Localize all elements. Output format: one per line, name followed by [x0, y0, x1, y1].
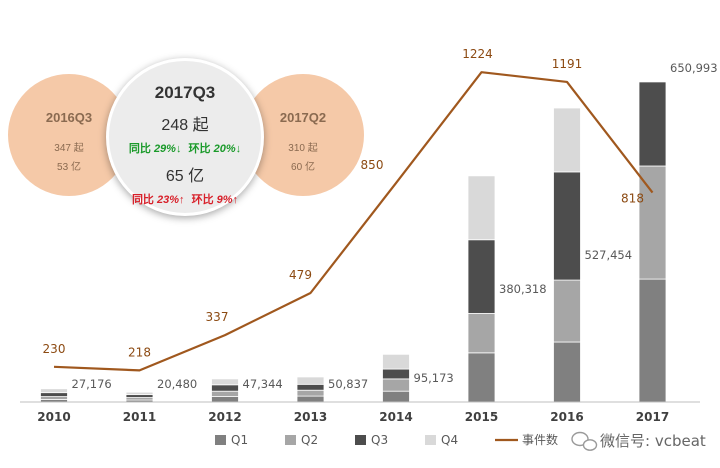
bubble-events: 347 起 [54, 143, 84, 154]
line-label-2010: 230 [43, 342, 66, 356]
line-label-2015: 1224 [462, 47, 493, 61]
yoy-amount-label: 同比 [131, 194, 154, 206]
legend-swatch-q1 [215, 435, 226, 445]
bar-q4-2012 [211, 378, 239, 386]
bar-q1-2013 [296, 395, 325, 403]
x-tick-2011: 2011 [123, 410, 156, 424]
bar-q2-2017 [638, 165, 667, 280]
watermark: 微信号: vcbeat [571, 431, 706, 451]
x-tick-2010: 2010 [37, 410, 70, 424]
bubble-events: 248 起 [161, 117, 209, 134]
bar-q4-2016 [553, 107, 581, 173]
bar-label-2011: 20,480 [157, 377, 197, 391]
line-label-2011: 218 [128, 345, 151, 359]
legend-label-q2: Q2 [301, 433, 318, 447]
qoq-amount-label: 环比 [191, 194, 214, 206]
bubble-2017q3: 2017Q3 248 起 同比 29%↓ 环比 20%↓ 65 亿 同比 23%… [106, 58, 264, 216]
wechat-icon [571, 431, 598, 451]
bubble-amount: 65 亿 [165, 168, 205, 185]
events-change: 同比 29%↓ 环比 20%↓ [109, 140, 261, 156]
bar-q4-2015 [467, 175, 496, 241]
line-label-2017: 818 [621, 192, 644, 206]
yoy-events-value: 29%↓ [153, 143, 182, 155]
legend-swatch-q2 [285, 435, 296, 445]
amount-change: 同比 23%↑ 环比 9%↑ [109, 191, 261, 207]
yoy-events-label: 同比 [128, 143, 151, 155]
bar-q4-2013 [296, 376, 325, 385]
bar-q1-2016 [553, 341, 581, 403]
line-label-2012: 337 [206, 310, 229, 324]
bar-q3-2014 [382, 368, 410, 380]
bubble-title: 2016Q3 [45, 110, 93, 125]
bar-label-2015: 380,318 [499, 282, 547, 296]
line-label-2014: 850 [361, 158, 384, 172]
legend-swatch-q4 [425, 435, 436, 445]
x-tick-2017: 2017 [636, 410, 669, 424]
bar-q3-2015 [467, 239, 496, 314]
bubble-amount: 60 亿 [291, 162, 315, 173]
event-count-line [53, 71, 654, 372]
x-tick-2016: 2016 [550, 410, 583, 424]
legend: Q1 Q2 Q3 Q4 事件数 [215, 432, 558, 447]
qoq-amount-value: 9%↑ [216, 194, 239, 206]
line-label-2013: 479 [289, 268, 312, 282]
bar-q4-2014 [382, 353, 410, 370]
bar-q3-2012 [211, 384, 239, 392]
legend-label-q4: Q4 [441, 433, 458, 447]
x-tick-labels: 2010 2011 2012 2013 2014 2015 2016 2017 [37, 410, 669, 424]
bar-q1-2017 [638, 278, 667, 403]
bar-q2-2013 [296, 389, 325, 397]
legend-swatch-q3 [355, 435, 366, 445]
qoq-events-label: 环比 [188, 143, 211, 155]
bar-q2-2010 [40, 396, 68, 400]
bar-label-2017: 650,993 [670, 61, 718, 75]
bar-group [40, 81, 667, 403]
bar-q2-2015 [467, 313, 496, 354]
bar-q1-2014 [382, 390, 410, 403]
bar-label-2013: 50,837 [328, 377, 368, 391]
event-count-polyline [53, 71, 654, 372]
bar-value-labels: 27,176 20,480 47,344 50,837 95,173 380,318 527… [72, 61, 718, 391]
bubble-amount: 53 亿 [57, 162, 81, 173]
legend-label-line: 事件数 [522, 432, 558, 447]
legend-label-q3: Q3 [371, 433, 388, 447]
x-tick-2014: 2014 [379, 410, 412, 424]
bar-q4-2011 [125, 391, 154, 396]
bar-q3-2010 [40, 392, 68, 397]
bar-q2-2016 [553, 279, 581, 343]
yoy-amount-value: 23%↑ [157, 194, 185, 206]
bar-q3-2011 [125, 394, 154, 398]
bar-q1-2015 [467, 352, 496, 403]
bubble-events: 310 起 [288, 143, 318, 154]
bar-q3-2017 [638, 81, 667, 167]
bar-q4-2010 [40, 388, 68, 394]
bubble-title: 2017Q3 [154, 83, 216, 102]
bar-label-2016: 527,454 [585, 248, 633, 262]
x-tick-2012: 2012 [208, 410, 241, 424]
x-tick-2015: 2015 [465, 410, 498, 424]
bar-label-2012: 47,344 [243, 377, 283, 391]
bar-q2-2014 [382, 378, 410, 392]
line-label-2016: 1191 [552, 57, 583, 71]
bar-q3-2016 [553, 171, 581, 281]
bar-label-2014: 95,173 [414, 371, 454, 385]
legend-label-q1: Q1 [231, 433, 248, 447]
bar-q1-2012 [211, 396, 239, 403]
bar-label-2010: 27,176 [72, 377, 112, 391]
x-tick-2013: 2013 [294, 410, 327, 424]
qoq-events-value: 20%↓ [213, 143, 242, 155]
bar-q3-2013 [296, 383, 325, 391]
bar-q2-2012 [211, 390, 239, 397]
bubble-title: 2017Q2 [279, 110, 327, 125]
line-value-labels: 230 218 337 479 850 1224 1191 818 [43, 47, 644, 359]
watermark-text: 微信号: vcbeat [600, 432, 706, 450]
